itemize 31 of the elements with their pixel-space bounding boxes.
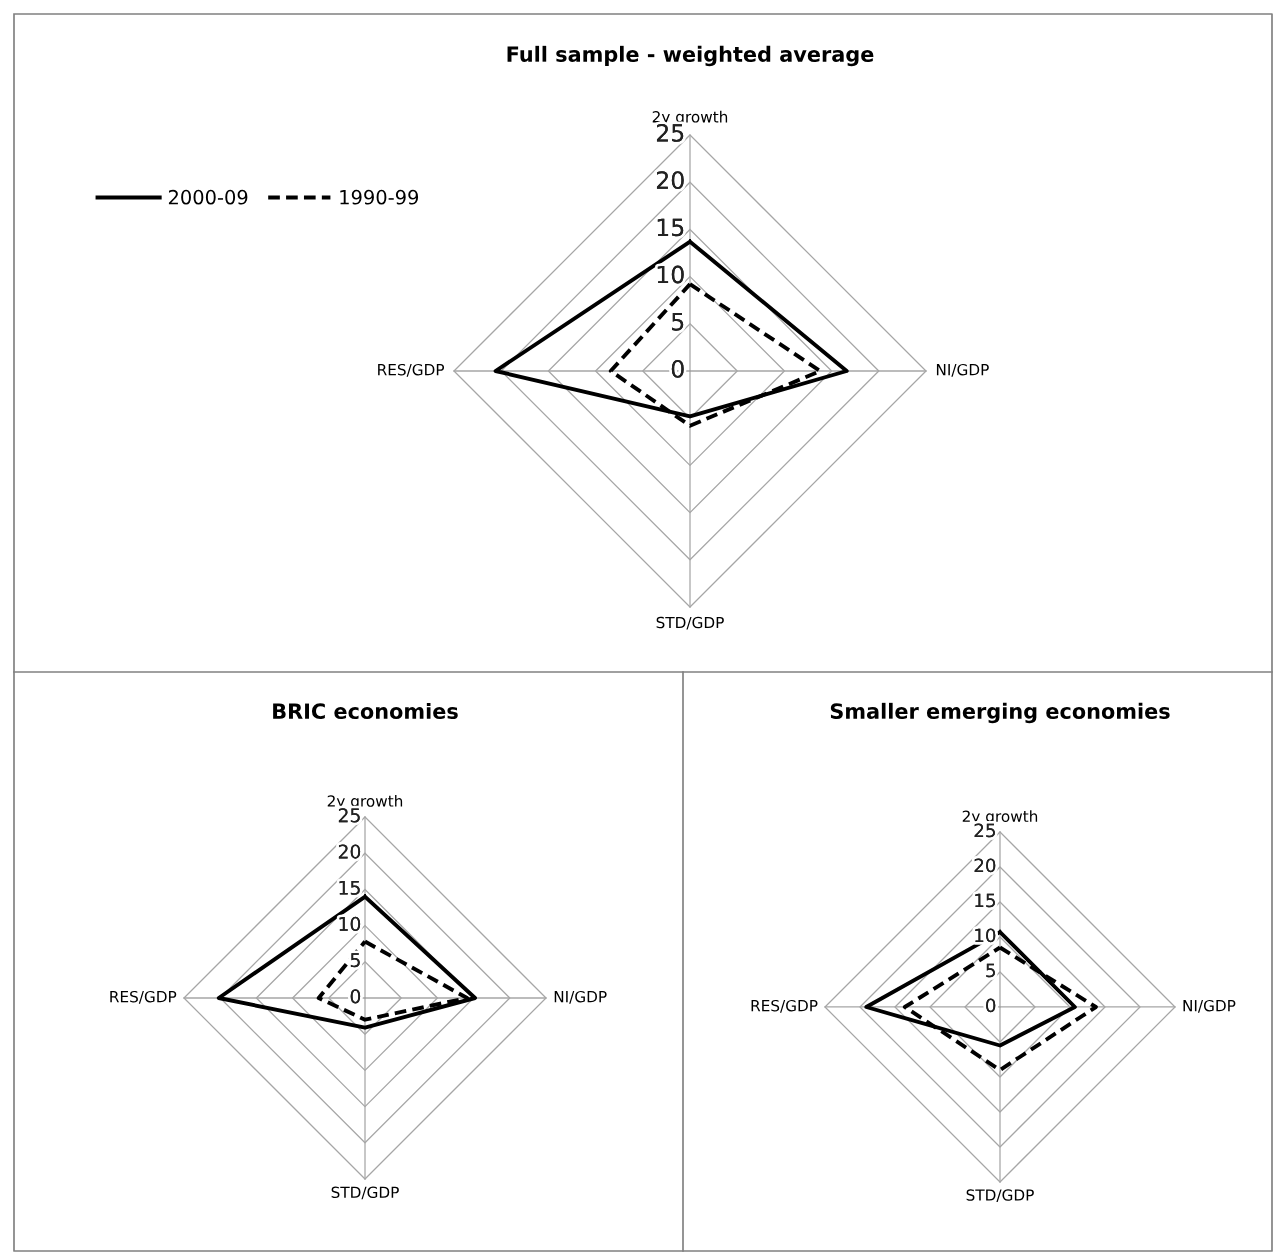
spoke-label: NI/GDP (1183, 999, 1236, 1013)
y-tick-label: 0 (350, 989, 361, 1004)
spoke-label: NI/GDP (936, 363, 989, 377)
legend-label: 1990-99 (340, 189, 419, 205)
spoke-label: NI/GDP (554, 990, 607, 1004)
y-tick-label: 20 (656, 171, 684, 190)
spoke-label: STD/GDP (331, 1186, 399, 1200)
chart-title: Smaller emerging economies (830, 702, 1170, 724)
y-tick-label: 0 (671, 359, 684, 378)
spoke-label: STD/GDP (656, 616, 724, 630)
y-tick-label: 5 (672, 313, 684, 331)
y-tick-label: 5 (986, 963, 995, 978)
chart-title: BRIC economies (273, 702, 458, 720)
y-tick-label: 5 (350, 953, 360, 968)
y-tick-label: 20 (974, 858, 996, 873)
y-tick-label: 25 (338, 808, 360, 823)
chart-title: Full sample - weighted average (507, 45, 874, 67)
y-tick-label: 15 (975, 893, 995, 908)
y-tick-label: 0 (986, 998, 996, 1013)
y-tick-label: 20 (338, 844, 361, 859)
y-tick-label: 25 (974, 823, 995, 838)
y-tick-label: 10 (657, 265, 684, 284)
y-tick-label: 25 (656, 123, 684, 142)
y-tick-label: 15 (339, 880, 360, 895)
spoke-label: RES/GDP (378, 363, 445, 377)
y-tick-label: 15 (657, 218, 684, 237)
spoke-label: RES/GDP (751, 999, 818, 1013)
y-tick-label: 10 (339, 916, 361, 932)
spoke-label: RES/GDP (110, 990, 177, 1004)
legend-label: 2000-09 (168, 189, 248, 205)
spoke-label: STD/GDP (966, 1189, 1034, 1203)
